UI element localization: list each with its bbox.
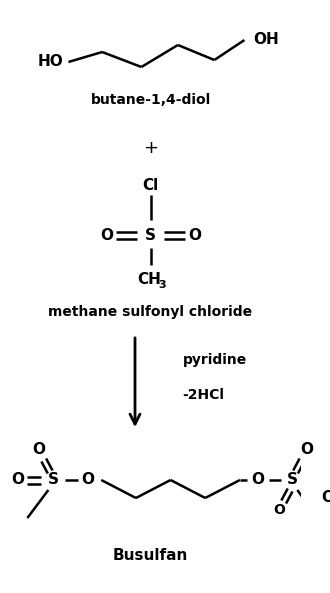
Text: O: O (12, 473, 25, 487)
Text: O: O (33, 442, 46, 458)
Text: O: O (321, 490, 330, 505)
Text: HO: HO (38, 55, 64, 69)
Text: S: S (145, 228, 156, 243)
Text: methane sulfonyl chloride: methane sulfonyl chloride (49, 305, 252, 319)
Text: O: O (188, 228, 201, 243)
Text: O: O (252, 473, 265, 487)
Text: O: O (300, 442, 313, 458)
Text: Cl: Cl (142, 177, 159, 193)
Text: S: S (48, 473, 58, 487)
Text: CH: CH (137, 273, 161, 288)
Text: O: O (100, 228, 113, 243)
Text: +: + (143, 139, 158, 157)
Text: pyridine: pyridine (182, 353, 247, 367)
Text: O: O (273, 503, 285, 517)
Text: Busulfan: Busulfan (113, 547, 188, 563)
Text: S: S (287, 473, 298, 487)
Text: 3: 3 (158, 280, 166, 290)
Text: O: O (81, 473, 94, 487)
Text: -2HCl: -2HCl (182, 388, 224, 402)
Text: butane-1,4-diol: butane-1,4-diol (90, 93, 211, 107)
Text: OH: OH (253, 33, 279, 47)
